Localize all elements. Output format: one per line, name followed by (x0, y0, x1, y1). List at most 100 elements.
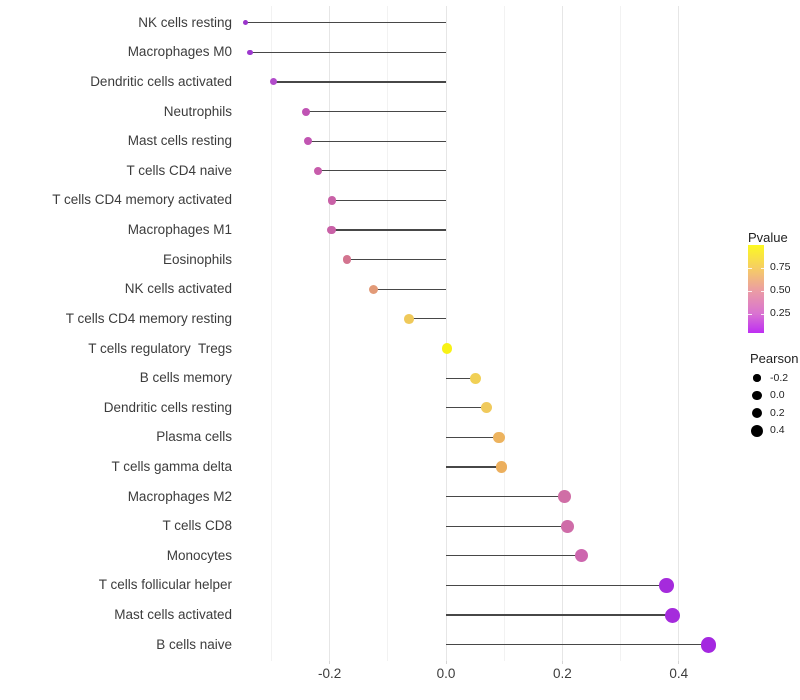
pearson-legend-dot (751, 407, 763, 419)
lollipop-stem (446, 407, 487, 409)
lollipop-stem (245, 22, 446, 24)
colorbar-tick-label: 0.25 (770, 307, 791, 320)
lollipop-dot (302, 107, 311, 116)
pearson-legend-label: 0.4 (770, 424, 785, 436)
lollipop-dot (469, 372, 481, 384)
lollipop-stem (408, 318, 446, 320)
lollipop-stem (347, 259, 446, 261)
colorbar-tick (760, 313, 764, 315)
category-label: Macrophages M2 (127, 488, 232, 504)
lollipop-dot (242, 20, 248, 26)
major-gridline (678, 6, 680, 661)
pearson-legend-title: Pearson (750, 351, 799, 366)
category-label: Mast cells activated (114, 607, 232, 623)
category-label: NK cells resting (138, 14, 232, 30)
category-label: B cells memory (139, 370, 232, 386)
lollipop-stem (331, 199, 446, 201)
major-gridline (445, 6, 447, 661)
colorbar-tick (748, 267, 752, 269)
minor-gridline (620, 6, 622, 661)
category-label: Plasma cells (156, 429, 232, 445)
lollipop-dot (495, 461, 508, 473)
category-label: Dendritic cells activated (90, 73, 232, 89)
colorbar-tick (748, 313, 752, 315)
lollipop-dot (659, 578, 674, 593)
x-axis-tick (329, 661, 331, 664)
lollipop-stem (317, 170, 446, 172)
x-axis-tick (678, 661, 680, 664)
category-label: NK cells activated (124, 281, 232, 297)
pearson-legend-dot (753, 374, 761, 382)
lollipop-stem (306, 110, 446, 113)
lollipop-dot (664, 607, 680, 623)
minor-gridline (503, 6, 505, 661)
lollipop-dot (247, 49, 253, 56)
lollipop-stem (446, 644, 709, 646)
category-label: Macrophages M1 (127, 222, 232, 238)
lollipop-stem (446, 377, 476, 379)
pearson-legend-dot (751, 424, 763, 437)
lollipop-dot (313, 166, 323, 175)
category-label: Mast cells resting (127, 133, 232, 149)
lollipop-stem (446, 584, 667, 587)
lollipop-dot (403, 313, 414, 324)
colorbar-tick (760, 267, 764, 269)
pvalue-colorbar (748, 245, 764, 333)
category-label: T cells follicular helper (98, 577, 232, 593)
lollipop-dot (481, 402, 493, 414)
major-gridline (561, 6, 563, 661)
x-axis-tick (445, 661, 447, 664)
category-label: T cells gamma delta (111, 458, 232, 474)
category-label: T cells CD4 naive (126, 162, 232, 178)
lollipop-dot (342, 255, 352, 265)
lollipop-dot (327, 225, 336, 235)
colorbar-tick (760, 290, 764, 292)
lollipop-dot (493, 431, 505, 444)
lollipop-dot (269, 78, 277, 86)
lollipop-stem (373, 288, 446, 290)
x-tick-label: -0.2 (317, 666, 342, 681)
lollipop-stem (331, 229, 446, 231)
category-label: Neutrophils (163, 103, 232, 119)
category-label: Dendritic cells resting (103, 399, 232, 415)
lollipop-dot (369, 284, 379, 294)
x-tick-label: 0.0 (436, 666, 456, 681)
pearson-legend-label: -0.2 (770, 371, 789, 384)
colorbar-tick-label: 0.75 (770, 261, 791, 274)
category-label: T cells CD4 memory activated (52, 192, 232, 208)
lollipop-stem (446, 436, 499, 438)
category-label: T cells CD8 (162, 518, 232, 534)
lollipop-stem (446, 555, 582, 557)
lollipop-stem (308, 140, 446, 142)
pearson-legend-label: 0.0 (770, 389, 785, 401)
lollipop-stem (446, 525, 568, 527)
lollipop-stem (273, 81, 446, 83)
lollipop-dot (575, 549, 589, 563)
colorbar-tick (748, 290, 752, 292)
minor-gridline (387, 6, 389, 661)
lollipop-stem (446, 466, 502, 468)
lollipop-dot (558, 490, 572, 503)
lollipop-dot (327, 196, 337, 205)
lollipop-stem (446, 496, 565, 498)
category-label: Macrophages M0 (127, 44, 232, 60)
lollipop-dot (700, 636, 717, 653)
category-label: T cells regulatory Tregs (88, 340, 232, 356)
lollipop-dot (441, 343, 453, 354)
pvalue-legend-title: Pvalue (748, 230, 788, 245)
lollipop-stem (446, 614, 673, 616)
x-tick-label: 0.4 (669, 666, 689, 681)
x-axis-tick (561, 661, 563, 664)
colorbar-tick-label: 0.50 (770, 284, 791, 297)
lollipop-dot (304, 137, 313, 146)
category-label: Monocytes (166, 547, 232, 563)
category-label: B cells naive (156, 636, 232, 652)
minor-gridline (270, 6, 272, 661)
pearson-legend-dot (752, 390, 762, 401)
major-gridline (329, 6, 331, 661)
lollipop-stem (249, 51, 446, 53)
category-label: Eosinophils (162, 251, 232, 267)
x-tick-label: 0.2 (553, 666, 572, 681)
pearson-legend-label: 0.2 (770, 406, 785, 419)
